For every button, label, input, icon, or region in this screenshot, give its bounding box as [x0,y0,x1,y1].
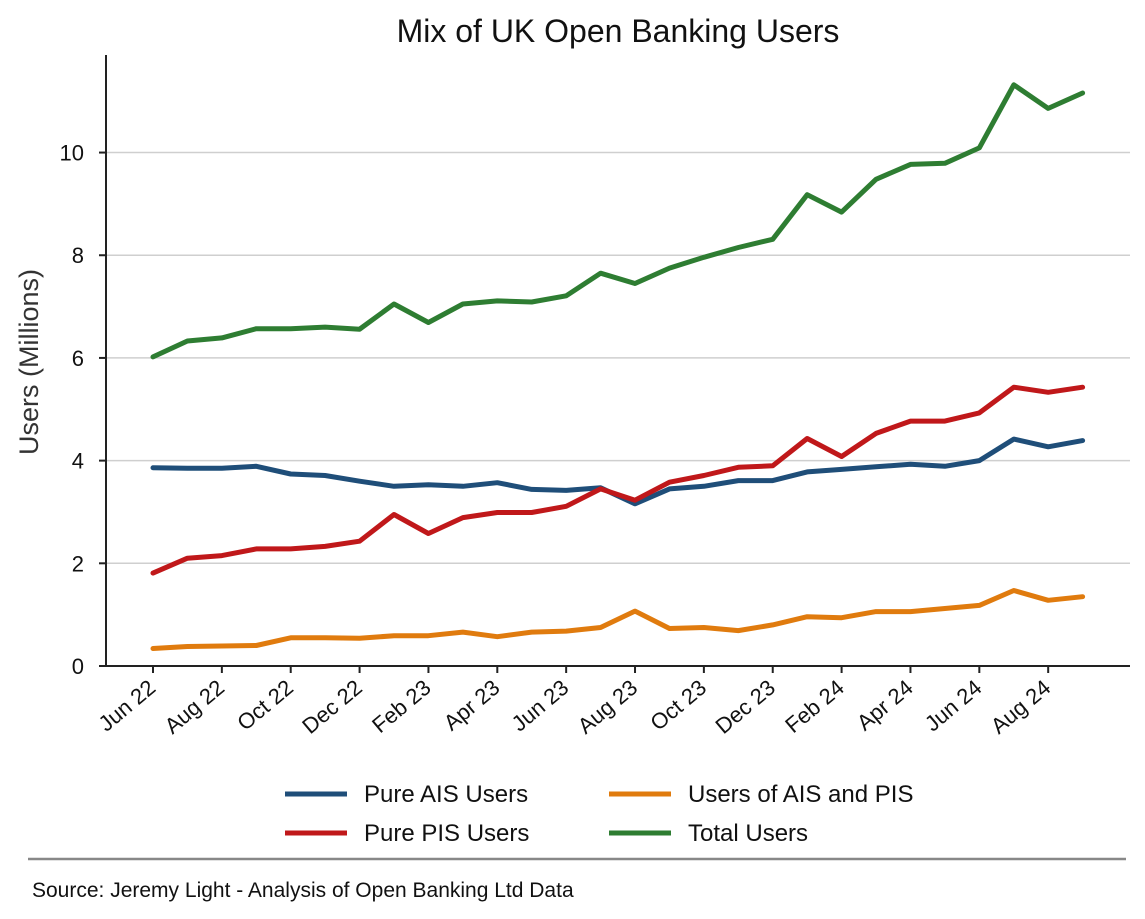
y-tick-label: 0 [72,654,84,679]
y-tick-label: 4 [72,449,84,474]
x-tick-label: Feb 24 [780,675,849,738]
y-tick-label: 6 [72,346,84,371]
x-tick-label: Dec 22 [297,675,366,739]
x-tick-label: Jun 23 [507,675,574,737]
x-tick-label: Oct 22 [232,675,298,736]
x-tick-label: Apr 24 [852,675,918,736]
legend-label: Pure PIS Users [364,820,529,847]
legend-label: Pure AIS Users [364,781,528,808]
gridlines [106,151,1130,565]
legend: Pure AIS Users Users of AIS and PIS Pure P… [285,781,913,847]
x-tick-label: Dec 23 [710,675,779,739]
y-tick-label: 8 [72,243,84,268]
legend-label: Users of AIS and PIS [688,781,913,808]
legend-label: Total Users [688,820,808,847]
y-axis-label: Users (Millions) [14,269,44,455]
x-tick-label: Jun 22 [94,675,161,737]
series-lines [150,82,1086,651]
x-tick-label: Feb 23 [367,675,436,738]
x-tick-label: Oct 23 [645,675,711,736]
chart-title: Mix of UK Open Banking Users [397,13,840,49]
x-tick-label: Aug 22 [160,675,229,739]
x-tick-label: Apr 23 [439,675,505,736]
series-line-total-users [150,82,1086,360]
x-tick-label: Aug 24 [986,675,1055,739]
series-line-users-of-ais-and-pis [150,588,1086,651]
x-tick-label: Jun 24 [920,675,987,737]
y-tick-label: 10 [60,141,84,166]
series-line-pure-pis-users [150,384,1086,576]
source-note: Source: Jeremy Light - Analysis of Open … [32,879,574,902]
y-tick-label: 2 [72,551,84,576]
x-tick-label: Aug 23 [573,675,642,739]
